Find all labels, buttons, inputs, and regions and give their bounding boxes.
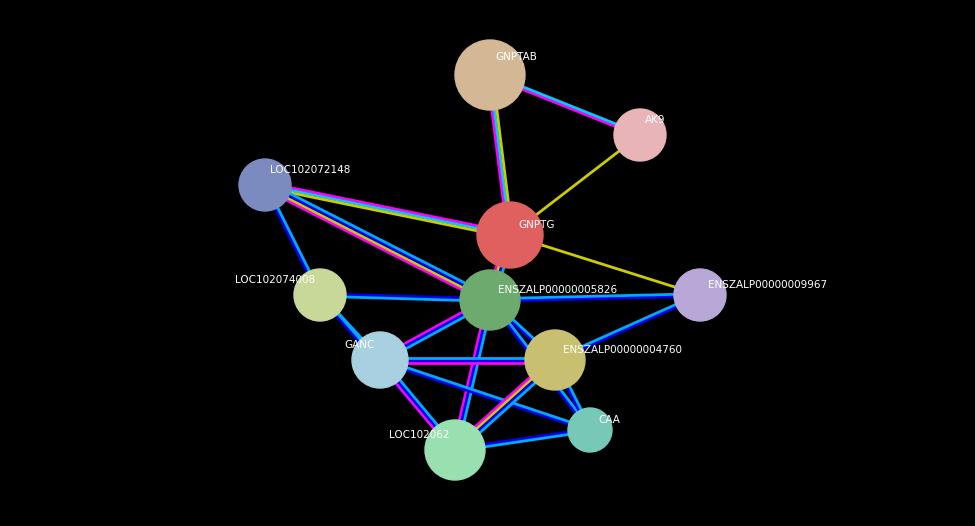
Text: LOC102072148: LOC102072148 [270,165,350,175]
Circle shape [614,109,666,161]
Circle shape [352,332,408,388]
Circle shape [460,270,520,330]
Circle shape [674,269,726,321]
Text: CAA: CAA [598,415,620,425]
Text: LOC102074008: LOC102074008 [235,275,315,285]
Circle shape [568,408,612,452]
Text: GNPTG: GNPTG [518,220,555,230]
Text: ENSZALP00000009967: ENSZALP00000009967 [708,280,827,290]
Circle shape [239,159,291,211]
Circle shape [294,269,346,321]
Circle shape [455,40,525,110]
Text: GNPTAB: GNPTAB [495,52,537,62]
Text: AK9: AK9 [645,115,666,125]
Text: ENSZALP00000004760: ENSZALP00000004760 [563,345,682,355]
Text: GANC: GANC [344,340,375,350]
Text: LOC102062: LOC102062 [389,430,450,440]
Text: ENSZALP00000005826: ENSZALP00000005826 [498,285,617,295]
Circle shape [525,330,585,390]
Circle shape [425,420,485,480]
Circle shape [477,202,543,268]
